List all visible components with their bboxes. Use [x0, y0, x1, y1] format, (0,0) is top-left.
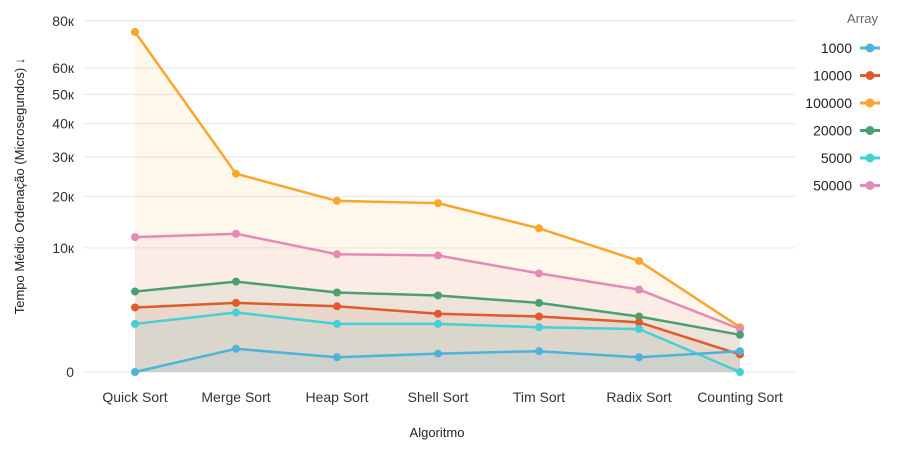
data-point-50000[interactable]: [736, 324, 744, 333]
data-point-1000[interactable]: [131, 368, 139, 376]
x-axis-title: Algoritmo: [410, 425, 465, 440]
x-tick-label: Radix Sort: [606, 389, 671, 405]
data-point-1000[interactable]: [232, 344, 240, 353]
series-points: [131, 27, 744, 376]
x-tick-label: Counting Sort: [697, 389, 783, 405]
area-fill-50000: [135, 233, 740, 372]
legend-label: 20000: [813, 123, 852, 139]
data-point-20000[interactable]: [635, 312, 643, 321]
data-point-5000[interactable]: [232, 308, 240, 317]
data-point-10000[interactable]: [131, 303, 139, 312]
data-point-50000[interactable]: [535, 269, 543, 278]
data-point-100000[interactable]: [131, 27, 139, 36]
legend-item-1000[interactable]: 1000: [821, 40, 880, 56]
data-point-20000[interactable]: [736, 330, 744, 339]
data-point-20000[interactable]: [434, 291, 442, 300]
y-tick-label: 30к: [52, 149, 75, 165]
data-point-10000[interactable]: [535, 312, 543, 321]
data-point-50000[interactable]: [333, 250, 341, 259]
data-point-50000[interactable]: [232, 229, 240, 238]
data-point-100000[interactable]: [635, 256, 643, 265]
data-point-1000[interactable]: [635, 353, 643, 362]
legend-swatch-dot: [865, 98, 875, 108]
legend-item-50000[interactable]: 50000: [813, 178, 880, 194]
data-point-100000[interactable]: [333, 196, 341, 205]
x-tick-label: Merge Sort: [201, 389, 270, 405]
y-tick-label: 80к: [52, 13, 75, 29]
x-axis-ticks: Quick Sort Merge Sort Heap Sort Shell Sort T…: [102, 389, 783, 405]
x-tick-label: Shell Sort: [408, 389, 469, 405]
data-point-1000[interactable]: [736, 347, 744, 356]
data-point-50000[interactable]: [131, 233, 139, 242]
data-point-50000[interactable]: [635, 285, 643, 294]
data-point-5000[interactable]: [635, 324, 643, 333]
y-tick-label: 20к: [52, 188, 75, 204]
legend-title: Array: [847, 11, 879, 26]
data-point-5000[interactable]: [131, 319, 139, 328]
legend-item-10000[interactable]: 10000: [813, 68, 880, 84]
legend-label: 10000: [813, 68, 852, 84]
data-point-20000[interactable]: [232, 277, 240, 286]
y-tick-label: 50к: [52, 86, 75, 102]
legend-label: 50000: [813, 178, 852, 194]
data-point-100000[interactable]: [535, 224, 543, 233]
legend-label: 100000: [805, 95, 852, 111]
data-point-5000[interactable]: [736, 368, 744, 376]
data-point-1000[interactable]: [535, 347, 543, 356]
data-point-20000[interactable]: [333, 288, 341, 297]
data-point-5000[interactable]: [333, 319, 341, 328]
data-point-1000[interactable]: [434, 349, 442, 358]
legend-swatch-dot: [865, 71, 875, 80]
data-point-1000[interactable]: [333, 353, 341, 362]
x-tick-label: Tim Sort: [513, 389, 565, 405]
data-point-10000[interactable]: [635, 318, 643, 327]
legend-label: 5000: [821, 150, 852, 166]
y-tick-label: 10к: [52, 240, 75, 256]
data-point-10000[interactable]: [232, 298, 240, 307]
data-point-5000[interactable]: [434, 319, 442, 328]
x-tick-label: Quick Sort: [102, 389, 167, 405]
legend: 1000 10000 100000 20000 5000 50000: [805, 40, 880, 194]
x-tick-label: Heap Sort: [305, 389, 368, 405]
legend-item-20000[interactable]: 20000: [813, 123, 880, 139]
data-point-5000[interactable]: [535, 323, 543, 332]
y-tick-label: 0: [66, 364, 74, 380]
legend-label: 1000: [821, 40, 852, 56]
legend-item-100000[interactable]: 100000: [805, 95, 880, 111]
legend-swatch-dot: [865, 43, 875, 53]
data-point-20000[interactable]: [535, 298, 543, 307]
data-point-100000[interactable]: [232, 169, 240, 178]
y-axis-ticks: 0 10к 20к 30к 40к 50к 60к 80к: [52, 13, 75, 380]
data-point-50000[interactable]: [434, 251, 442, 260]
legend-item-5000[interactable]: 5000: [821, 150, 880, 166]
data-point-10000[interactable]: [434, 309, 442, 318]
y-tick-label: 40к: [52, 116, 75, 132]
data-point-20000[interactable]: [131, 287, 139, 296]
y-axis-title: Tempo Médio Ordenação (Microsegundos) ↓: [12, 58, 27, 315]
legend-swatch-dot: [865, 153, 875, 163]
legend-swatch-dot: [865, 126, 875, 135]
y-tick-label: 60к: [52, 60, 75, 76]
data-point-10000[interactable]: [333, 302, 341, 311]
legend-swatch-dot: [865, 181, 875, 190]
area-fill-5000: [135, 312, 740, 372]
data-point-100000[interactable]: [434, 199, 442, 208]
grid-lines: [84, 20, 795, 373]
